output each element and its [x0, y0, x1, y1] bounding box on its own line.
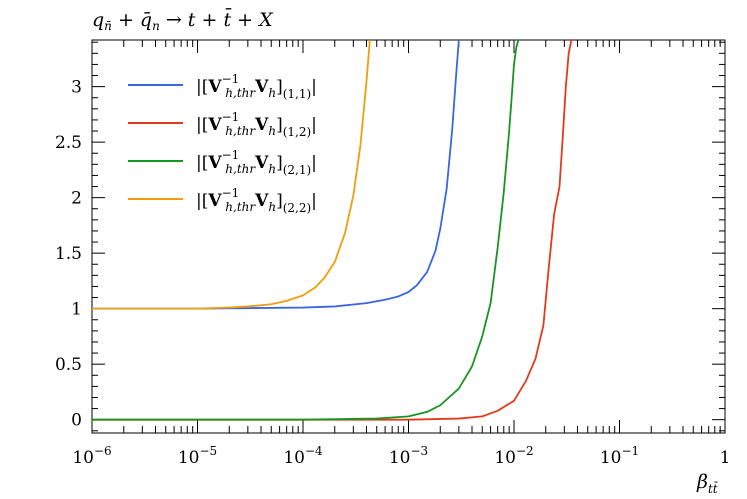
legend: |[V−1 h,thrVh](1,1)| |[V−1 h,thrVh](1,2)| |[…: [128, 72, 317, 215]
series-line-3: [92, 40, 520, 421]
x-tick-label: 1: [720, 448, 731, 468]
x-tick-label: 10−5: [178, 444, 217, 468]
x-tick-label: 10−4: [283, 444, 323, 468]
x-tick-label: 10−1: [600, 444, 639, 468]
y-tick-label: 0: [71, 411, 82, 431]
y-tick-label: 0.5: [55, 355, 82, 375]
y-tick-label: 2.5: [55, 133, 82, 153]
series-line-1: [92, 40, 460, 310]
x-axis-label: βtt̄: [696, 471, 719, 496]
legend-label-4: |[V−1 h,thrVh](2,2)|: [196, 186, 317, 215]
series-line-2: [92, 40, 573, 421]
series-line-4: [92, 40, 371, 310]
x-tick-label: 10−3: [389, 444, 428, 468]
chart-title: qn̄ + q̄n → t + t̄ + X: [92, 7, 274, 33]
y-tick-label: 1.5: [55, 244, 82, 264]
y-tick-label: 3: [71, 78, 82, 98]
plot-frame: [91, 39, 726, 434]
legend-label-2: |[V−1 h,thrVh](1,2)|: [196, 110, 317, 139]
axes: 10−6 10−5 10−4 10−3 10−2 10−1 1 0 0.5 1 1.5 2 2.5 3: [55, 39, 731, 468]
x-tick-label: 10−2: [494, 444, 533, 468]
x-tick-label: 10−6: [72, 444, 111, 468]
legend-label-1: |[V−1 h,thrVh](1,1)|: [196, 72, 317, 101]
series-group: [92, 40, 573, 421]
y-tick-label: 2: [71, 189, 82, 209]
y-tick-label: 1: [71, 300, 82, 320]
legend-label-3: |[V−1 h,thrVh](2,1)|: [196, 148, 317, 177]
